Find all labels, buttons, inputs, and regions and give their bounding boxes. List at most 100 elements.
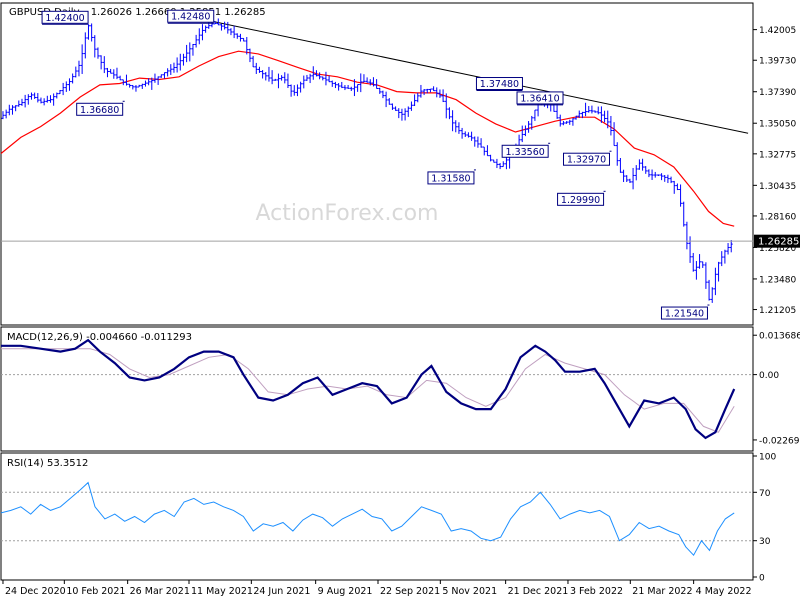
price-annotation: 1.29990 <box>557 190 606 206</box>
price-bar <box>45 95 49 103</box>
price-annotation: 1.31580 <box>427 169 476 185</box>
price-bar <box>406 106 410 117</box>
price-bar <box>305 74 309 81</box>
price-bar <box>359 73 363 93</box>
price-bar <box>590 105 594 114</box>
price-bar <box>61 82 65 96</box>
price-bar <box>115 67 119 80</box>
price-bar <box>394 106 398 111</box>
price-bar <box>23 94 27 108</box>
y-tick-label: 1.39730 <box>759 57 796 67</box>
price-bar <box>321 76 325 81</box>
price-annotation-label: 1.32970 <box>567 155 606 166</box>
price-bar <box>489 154 493 162</box>
price-bar <box>454 120 458 133</box>
price-annotation-label: 1.37480 <box>480 79 519 90</box>
price-bar <box>416 92 420 103</box>
price-bar <box>444 93 448 119</box>
price-bar <box>428 88 432 93</box>
price-bar <box>213 21 217 25</box>
price-bar <box>200 24 204 41</box>
price-bar <box>457 122 461 134</box>
price-bar <box>492 159 496 163</box>
price-bar <box>409 101 413 111</box>
price-bar <box>571 118 575 126</box>
price-bar <box>150 77 154 90</box>
price-bar <box>419 84 423 98</box>
price-bar <box>637 159 641 170</box>
price-bar <box>280 75 284 81</box>
price-bar <box>39 97 43 104</box>
price-bar <box>302 75 306 89</box>
price-bar <box>337 83 341 91</box>
price-bar <box>663 175 667 182</box>
price-annotation: 1.32970 <box>563 150 612 166</box>
price-annotation: 1.21540 <box>660 304 710 320</box>
price-bar <box>726 243 730 255</box>
price-bar <box>238 33 242 42</box>
price-bar <box>42 98 46 106</box>
price-bar <box>185 44 189 63</box>
y-tick-label: 1.21205 <box>759 306 796 316</box>
macd-panel-frame <box>0 326 754 452</box>
rsi-panel-frame <box>0 452 754 581</box>
price-bar <box>83 32 87 59</box>
rsi-series-layer <box>0 481 753 557</box>
price-bar <box>561 120 565 126</box>
price-bar <box>460 127 464 139</box>
price-bar <box>498 163 502 170</box>
price-bar <box>574 115 578 120</box>
price-bar <box>694 261 698 280</box>
price-bar <box>368 79 372 86</box>
y-tick-label: 1.37390 <box>759 88 796 98</box>
price-bar <box>33 92 37 99</box>
price-bar <box>432 86 436 92</box>
x-tick-label: 24 Jun 2021 <box>253 586 310 597</box>
price-bar <box>140 83 144 89</box>
x-tick-label: 24 Dec 2020 <box>5 586 66 597</box>
price-bar <box>267 66 271 82</box>
price-bar <box>90 23 94 42</box>
y-tick-label: 1.28160 <box>759 212 796 222</box>
price-bar <box>324 71 328 86</box>
price-bar <box>242 37 246 42</box>
price-bar <box>276 73 280 89</box>
price-bar <box>615 142 619 166</box>
y-tick-label: 0.00 <box>759 371 779 381</box>
price-bar <box>162 72 166 79</box>
price-bar <box>311 66 315 80</box>
price-bar <box>7 104 11 116</box>
last-price-label: 1.26285 <box>758 237 799 248</box>
price-bar <box>264 72 268 81</box>
price-bar <box>527 121 531 133</box>
price-bar <box>441 89 445 103</box>
y-tick-label: 1.42005 <box>759 26 796 36</box>
price-bar <box>371 77 375 87</box>
price-bar <box>245 37 249 55</box>
y-tick-label: 70 <box>759 489 771 499</box>
price-bar <box>400 108 404 121</box>
price-bar <box>485 145 489 157</box>
price-bar <box>124 74 128 86</box>
price-bar <box>580 111 584 119</box>
price-bar <box>618 157 622 173</box>
price-annotation: 1.36410 <box>516 91 564 106</box>
price-bar <box>656 174 660 176</box>
price-bar <box>473 136 477 147</box>
price-bar <box>219 23 223 31</box>
price-bar <box>156 76 160 85</box>
price-bar <box>36 93 40 103</box>
price-bar <box>701 261 705 268</box>
price-bar <box>109 68 113 74</box>
price-bar <box>685 221 689 250</box>
price-series-layer <box>0 18 749 303</box>
price-bar <box>295 84 299 97</box>
price-annotation: 1.37480 <box>475 77 523 92</box>
price-bar <box>118 75 122 81</box>
y-tick-label: 1.23480 <box>759 275 796 285</box>
price-bar <box>143 80 147 87</box>
y-tick-label: 1.32775 <box>759 150 796 160</box>
price-bar <box>451 110 455 132</box>
price-bar <box>375 79 379 89</box>
